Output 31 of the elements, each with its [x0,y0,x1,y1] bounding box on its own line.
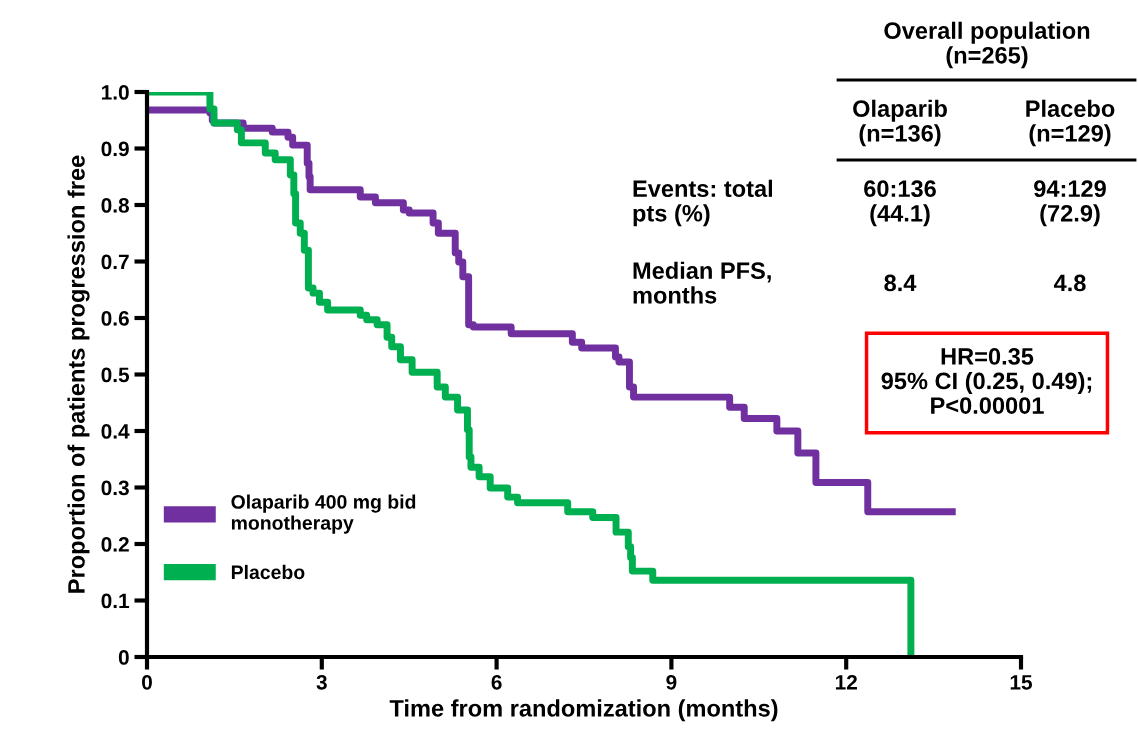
y-tick-label: 0.4 [101,424,130,439]
annotation: Median PFS, months [633,261,771,304]
y-tick-label: 0.3 [101,480,129,496]
text: 4.8 [1053,274,1086,292]
text: 94:129 (72.9) [1034,180,1106,227]
text: Overall population (n=265) [884,21,1090,69]
x-tick-label: 3 [316,674,327,690]
x-tick-label: 9 [666,674,677,690]
y-tick-label: 0.6 [101,311,129,326]
annotation: HR=0.35 95% CI (0.25, 0.49); P<0.00001 [881,348,1092,414]
y-tick-label: 0.8 [101,198,129,213]
annotation: 60:136 (44.1) [864,180,936,227]
x-tick-label: 0 [142,674,152,690]
y-tick-label: 0.9 [101,141,129,157]
y-tick-label: 1.0 [101,85,129,100]
y-tick-label: 0.1 [101,593,130,609]
y-tick-label: 0.7 [101,254,129,270]
annotation: Events: total pts (%) [633,179,773,227]
x-axis-title: Time from randomization (months) [389,699,778,722]
y-tick-label: 0 [118,650,129,665]
x-tick-label: 6 [491,674,502,690]
y-tick-label: 0.5 [101,367,130,383]
text: Placebo (n=129) [1026,99,1115,147]
y-axis-title: Proportion of patients progression free [67,155,90,593]
annotation: 8.4 [884,274,917,292]
legend-label: Olaparib 400 mg bid monotherapy [231,494,416,534]
annotation: Olaparib (n=136) [853,99,947,147]
x-tick-label: 15 [1010,675,1033,690]
legend-label: Placebo [231,564,305,580]
x-tick-label: 12 [835,674,857,690]
y-tick-label: 0.2 [101,537,129,552]
